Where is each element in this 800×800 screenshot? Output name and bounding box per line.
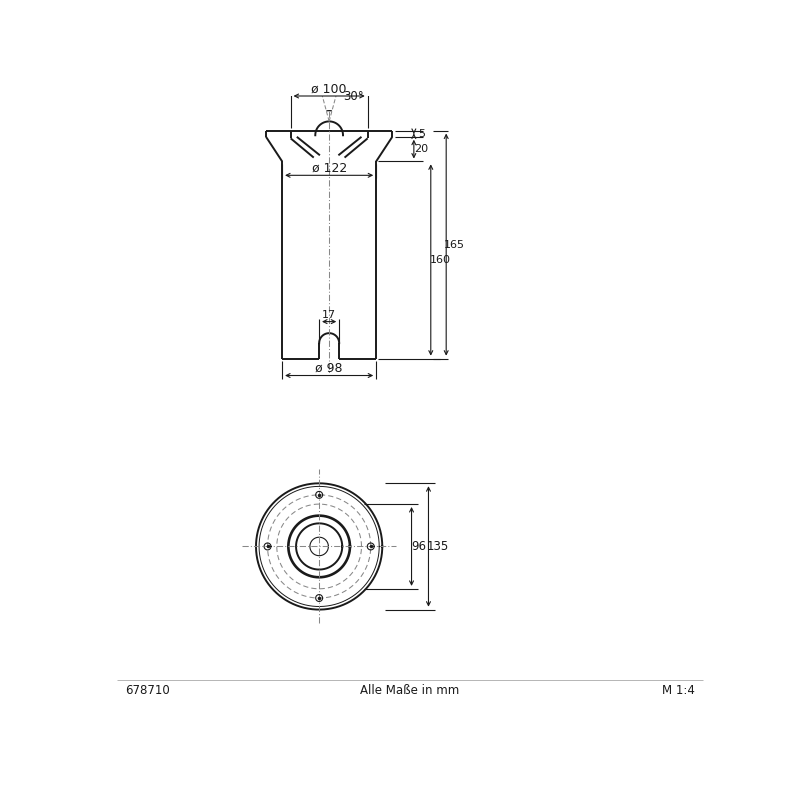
Text: 96: 96 — [412, 540, 426, 553]
Text: 165: 165 — [443, 240, 464, 250]
Text: 30°: 30° — [343, 90, 364, 103]
Text: 17: 17 — [322, 310, 336, 321]
Text: 20: 20 — [414, 144, 429, 154]
Text: 5: 5 — [418, 129, 425, 138]
Text: ø 98: ø 98 — [315, 362, 343, 375]
Text: 135: 135 — [426, 540, 449, 553]
Text: Alle Maße in mm: Alle Maße in mm — [360, 684, 460, 697]
Text: 678710: 678710 — [125, 684, 170, 697]
Text: M 1:4: M 1:4 — [662, 684, 695, 697]
Text: ø 100: ø 100 — [311, 82, 347, 95]
Text: ø 122: ø 122 — [311, 162, 346, 175]
Text: 160: 160 — [430, 255, 450, 265]
